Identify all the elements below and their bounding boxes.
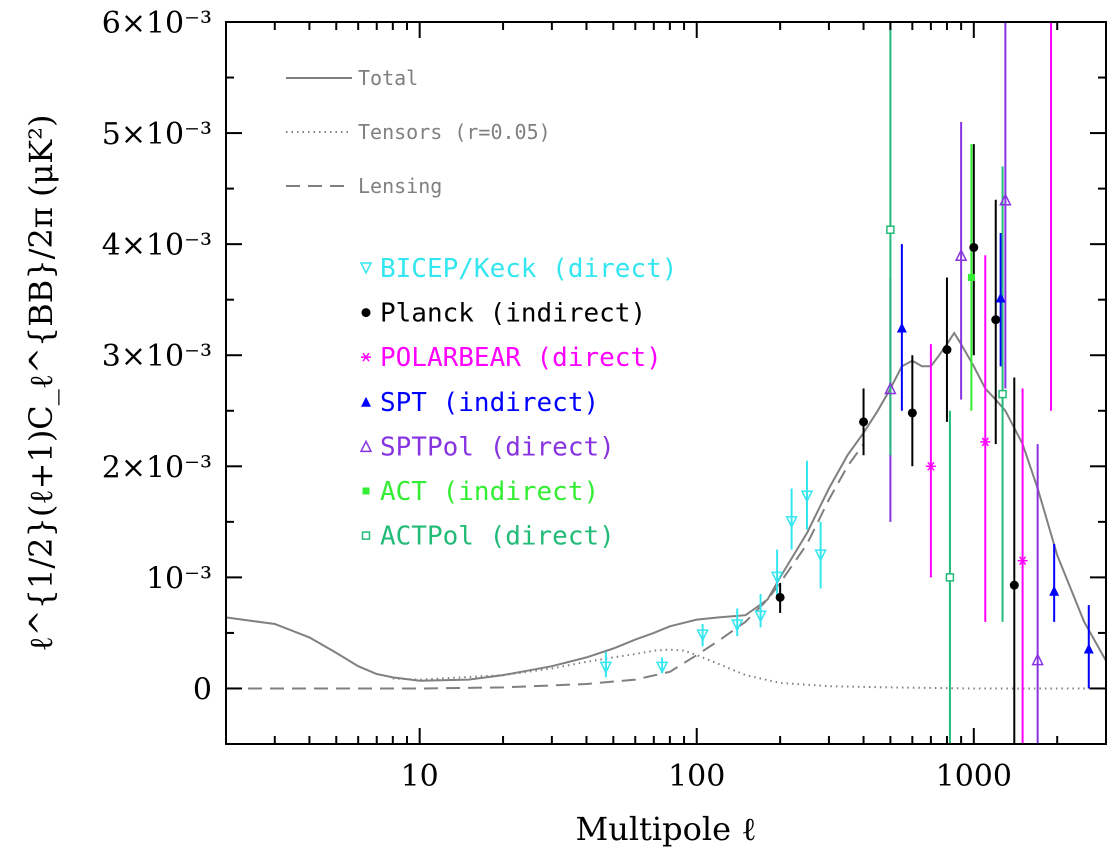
data-point <box>785 516 798 529</box>
data-point <box>1017 556 1028 566</box>
y-tick-label: 0 <box>193 672 212 707</box>
curve-dotted <box>392 648 1106 690</box>
data-point <box>969 242 979 252</box>
data-point <box>754 610 767 623</box>
y-tick-label: 6×10⁻³ <box>102 6 212 41</box>
y-tick-label: 10⁻³ <box>146 561 212 596</box>
error-bars <box>604 22 1090 744</box>
x-tick-label: 1000 <box>936 759 1012 794</box>
legend-marker <box>361 308 371 318</box>
tick-labels: 10 100 1000 0 10⁻³ 2×10⁻³ 3×10⁻³ 4×10⁻³ 5×10⁻³ 6×… <box>102 6 1012 794</box>
axis-ticks <box>225 21 1107 745</box>
legend-line-label: Tensors (r=0.05) <box>358 120 551 144</box>
theory-curves <box>225 331 1107 690</box>
x-tick-label: 10 <box>401 759 439 794</box>
legend-series-label: SPTPol (direct) <box>380 432 615 462</box>
data-point <box>1009 580 1019 590</box>
data-point <box>886 225 895 234</box>
data-point <box>998 389 1007 399</box>
y-tick-label: 4×10⁻³ <box>102 228 212 263</box>
data-point <box>775 592 785 602</box>
data-point <box>814 549 827 562</box>
data-point <box>859 417 869 427</box>
data-point <box>696 629 709 642</box>
data-point <box>599 661 613 675</box>
data-point <box>884 381 897 395</box>
y-tick-label: 3×10⁻³ <box>102 339 212 374</box>
data-point <box>991 315 1001 325</box>
x-axis-label: Multipole ℓ <box>575 810 756 848</box>
data-point <box>1083 643 1094 654</box>
data-point <box>655 661 669 675</box>
data-point <box>980 437 991 447</box>
legend-series-label: BICEP/Keck (direct) <box>380 254 677 284</box>
legend-series-label: SPT (indirect) <box>380 388 599 418</box>
legend-line-label: Lensing <box>358 174 442 198</box>
y-tick-label: 5×10⁻³ <box>102 117 212 152</box>
data-point <box>999 193 1012 206</box>
data-point <box>1031 652 1044 666</box>
y-axis-label: ℓ^{1/2}(ℓ+1)C_ℓ^{BB}/2π (μK²) <box>22 114 60 651</box>
legend-series-label: Planck (indirect) <box>380 299 646 329</box>
legend-marker <box>359 439 373 453</box>
legend: Total Tensors (r=0.05) Lensing BICEP/Keck (… <box>286 66 677 552</box>
data-markers <box>599 193 1094 675</box>
x-tick-label: 100 <box>668 759 725 794</box>
legend-series-label: ACTPol (direct) <box>380 522 615 552</box>
data-point <box>954 248 968 262</box>
data-point <box>896 322 907 333</box>
data-point <box>1049 585 1060 596</box>
y-tick-label: 2×10⁻³ <box>102 450 212 485</box>
data-point <box>945 573 955 582</box>
data-point <box>925 461 936 471</box>
plot-frame <box>225 21 1107 745</box>
data-point <box>800 490 814 503</box>
data-point <box>907 408 917 418</box>
legend-series-label: POLARBEAR (direct) <box>380 343 662 373</box>
legend-marker <box>362 487 370 495</box>
legend-marker <box>359 262 373 275</box>
data-point <box>942 345 952 355</box>
legend-marker <box>361 531 371 540</box>
data-point <box>967 273 975 281</box>
curve-solid <box>225 331 1107 682</box>
data-point <box>770 571 784 585</box>
data-point <box>731 619 744 632</box>
legend-marker <box>361 396 371 407</box>
data-point <box>995 292 1006 303</box>
legend-marker <box>361 352 371 362</box>
curve-dashed <box>226 443 865 690</box>
legend-line-label: Total <box>358 66 418 90</box>
legend-series-label: ACT (indirect) <box>380 477 599 507</box>
